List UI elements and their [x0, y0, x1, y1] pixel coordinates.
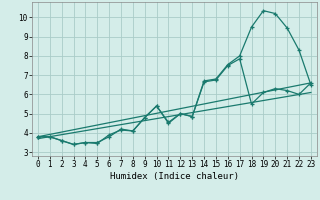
X-axis label: Humidex (Indice chaleur): Humidex (Indice chaleur): [110, 172, 239, 181]
